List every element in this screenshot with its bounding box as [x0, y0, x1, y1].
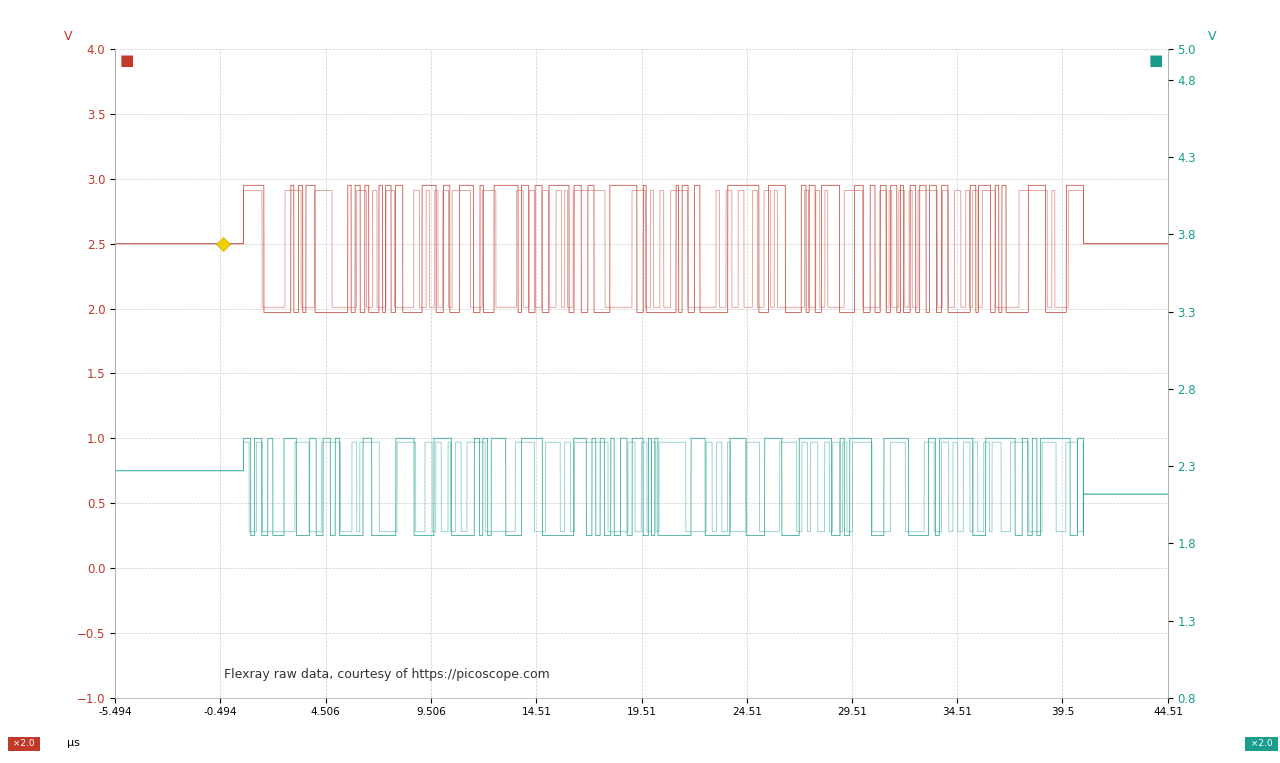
Text: ×2.0: ×2.0 — [1248, 739, 1275, 749]
Text: ■: ■ — [119, 53, 133, 69]
Text: ×2.0: ×2.0 — [10, 739, 37, 749]
Text: V: V — [1208, 30, 1216, 43]
Text: μs: μs — [67, 739, 79, 749]
Text: Flexray raw data, courtesy of https://picoscope.com: Flexray raw data, courtesy of https://pi… — [224, 668, 550, 681]
Text: V: V — [64, 30, 72, 43]
Text: ■: ■ — [1148, 53, 1162, 69]
